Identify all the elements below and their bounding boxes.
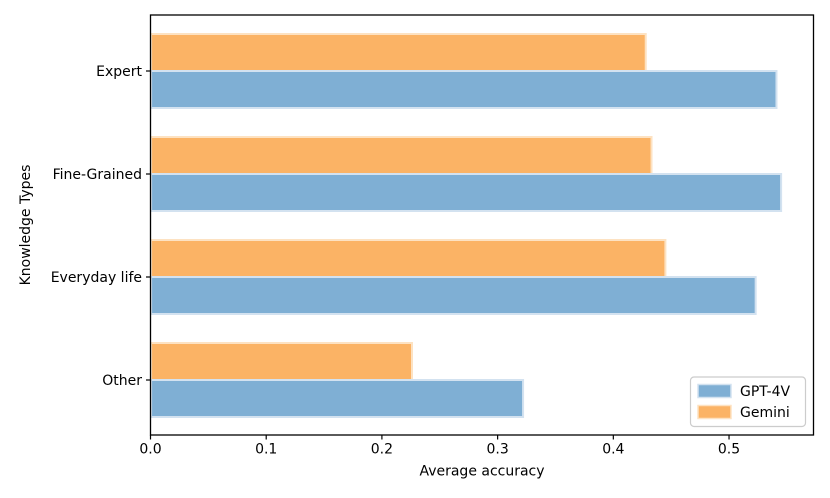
- bar-gpt-4v-everyday-life: [150, 276, 757, 315]
- bar-gemini-expert: [150, 33, 647, 72]
- x-tick-label: 0.1: [255, 442, 277, 458]
- category-label: Expert: [96, 64, 142, 80]
- x-tick-label: 0.2: [371, 442, 393, 458]
- x-tick-label: 0.3: [486, 442, 508, 458]
- x-tick-label: 0.5: [718, 442, 740, 458]
- bars-layer: [150, 33, 783, 418]
- x-tick-label: 0.0: [139, 442, 161, 458]
- category-label: Fine-Grained: [53, 167, 142, 183]
- bar-gemini-fine-grained: [150, 136, 653, 175]
- x-axis-label: Average accuracy: [419, 464, 544, 480]
- legend: GPT-4V Gemini: [689, 376, 807, 428]
- bar-gemini-other: [150, 342, 413, 381]
- x-tick-label: 0.4: [602, 442, 624, 458]
- bar-gemini-everyday-life: [150, 239, 667, 278]
- bar-gpt-4v-expert: [150, 70, 778, 109]
- y-axis-label: Knowledge Types: [18, 165, 34, 286]
- legend-swatch-gemini: [697, 404, 732, 420]
- bar-gpt-4v-other: [150, 379, 525, 418]
- category-label: Everyday life: [51, 270, 142, 286]
- legend-swatch-gpt4v: [697, 383, 732, 399]
- plot-border: [149, 14, 815, 436]
- legend-label-gemini: Gemini: [740, 405, 790, 421]
- bar-gpt-4v-fine-grained: [150, 173, 783, 212]
- y-axis: Expert Fine-Grained Everyday life Other: [51, 64, 151, 389]
- legend-label-gpt4v: GPT-4V: [740, 384, 791, 400]
- category-label: Other: [102, 373, 142, 389]
- x-axis: 0.0 0.1 0.2 0.3 0.4 0.5: [139, 435, 740, 458]
